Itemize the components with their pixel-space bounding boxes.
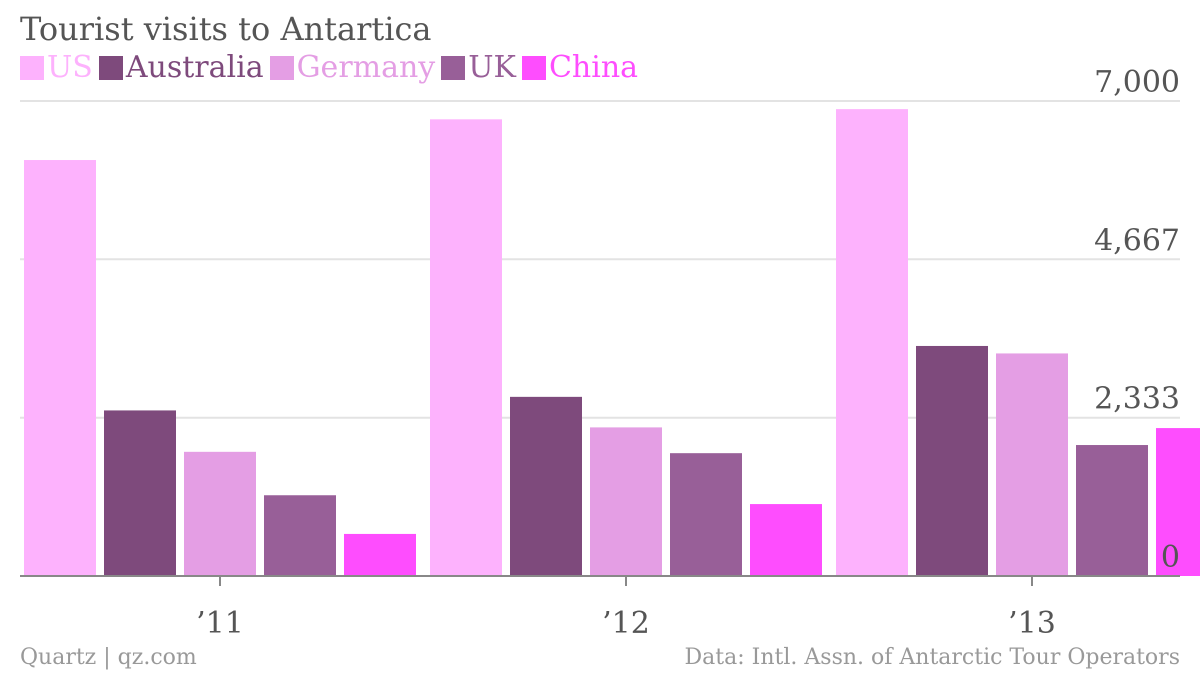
data-source: Data: Intl. Assn. of Antarctic Tour Oper… [684,645,1180,670]
y-tick-label: 4,667 [1094,223,1180,258]
legend: US Australia Germany UK China [20,50,644,85]
bar-china-2 [750,504,822,576]
bar-germany-1 [184,451,256,576]
x-tick-label: ’12 [602,606,650,641]
legend-label: Australia [125,50,264,85]
bar-germany-3 [996,353,1068,576]
bar-australia-2 [510,396,582,576]
legend-label: Germany [296,50,436,85]
bars [24,109,1200,577]
y-tick-label: 2,333 [1094,382,1180,417]
bar-uk-2 [670,453,742,576]
legend-item-australia: Australia [98,50,264,85]
x-tick-label: ’13 [1008,606,1056,641]
chart-title: Tourist visits to Antartica [20,10,432,48]
legend-label: UK [468,50,516,85]
legend-item-us: US [20,50,93,85]
bar-china-3 [1156,428,1200,576]
ticks: 0 2,333 4,667 7,000 ’11 ’12 ’13 [196,65,1180,641]
bar-us-3 [836,109,908,577]
legend-label: China [548,50,639,85]
bar-australia-1 [104,410,176,576]
legend-item-germany: Germany [269,50,436,85]
bar-us-2 [430,119,502,577]
y-tick-label: 7,000 [1094,65,1180,100]
bar-uk-1 [264,495,336,576]
legend-item-china: China [521,50,639,85]
bar-germany-2 [590,427,662,576]
y-tick-label: 0 [1161,540,1180,575]
source-credit: Quartz | qz.com [20,645,197,670]
legend-item-uk: UK [441,50,516,85]
bar-us-1 [24,160,96,577]
bar-australia-3 [916,345,988,576]
legend-swatch [20,55,44,80]
legend-swatch [269,55,294,80]
legend-swatch [441,55,466,80]
legend-label: US [47,50,93,85]
legend-swatch [98,55,123,80]
x-tick-label: ’11 [196,606,244,641]
bar-china-1 [344,533,416,576]
legend-swatch [521,55,546,80]
bar-uk-3 [1076,445,1148,576]
